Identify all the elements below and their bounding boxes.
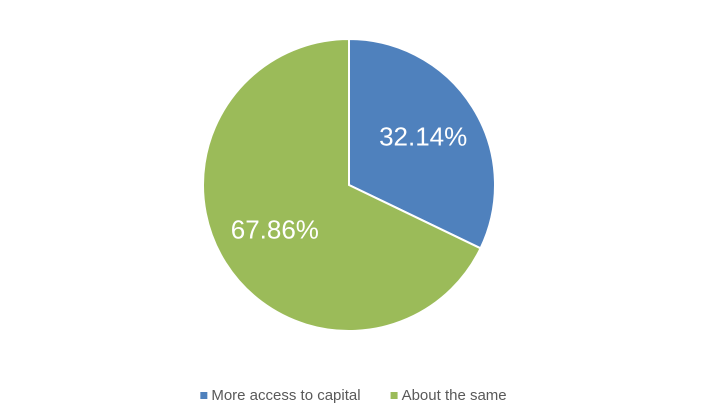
pie-slice [202,37,482,332]
legend-label: More access to capital [211,387,360,404]
legend-swatch [200,392,208,399]
legend-label: About the same [402,387,507,404]
pie-slice [348,37,496,250]
legend-swatch [390,392,398,399]
value-label: 67.86% [231,214,319,244]
value-label: 32.14% [379,121,467,151]
